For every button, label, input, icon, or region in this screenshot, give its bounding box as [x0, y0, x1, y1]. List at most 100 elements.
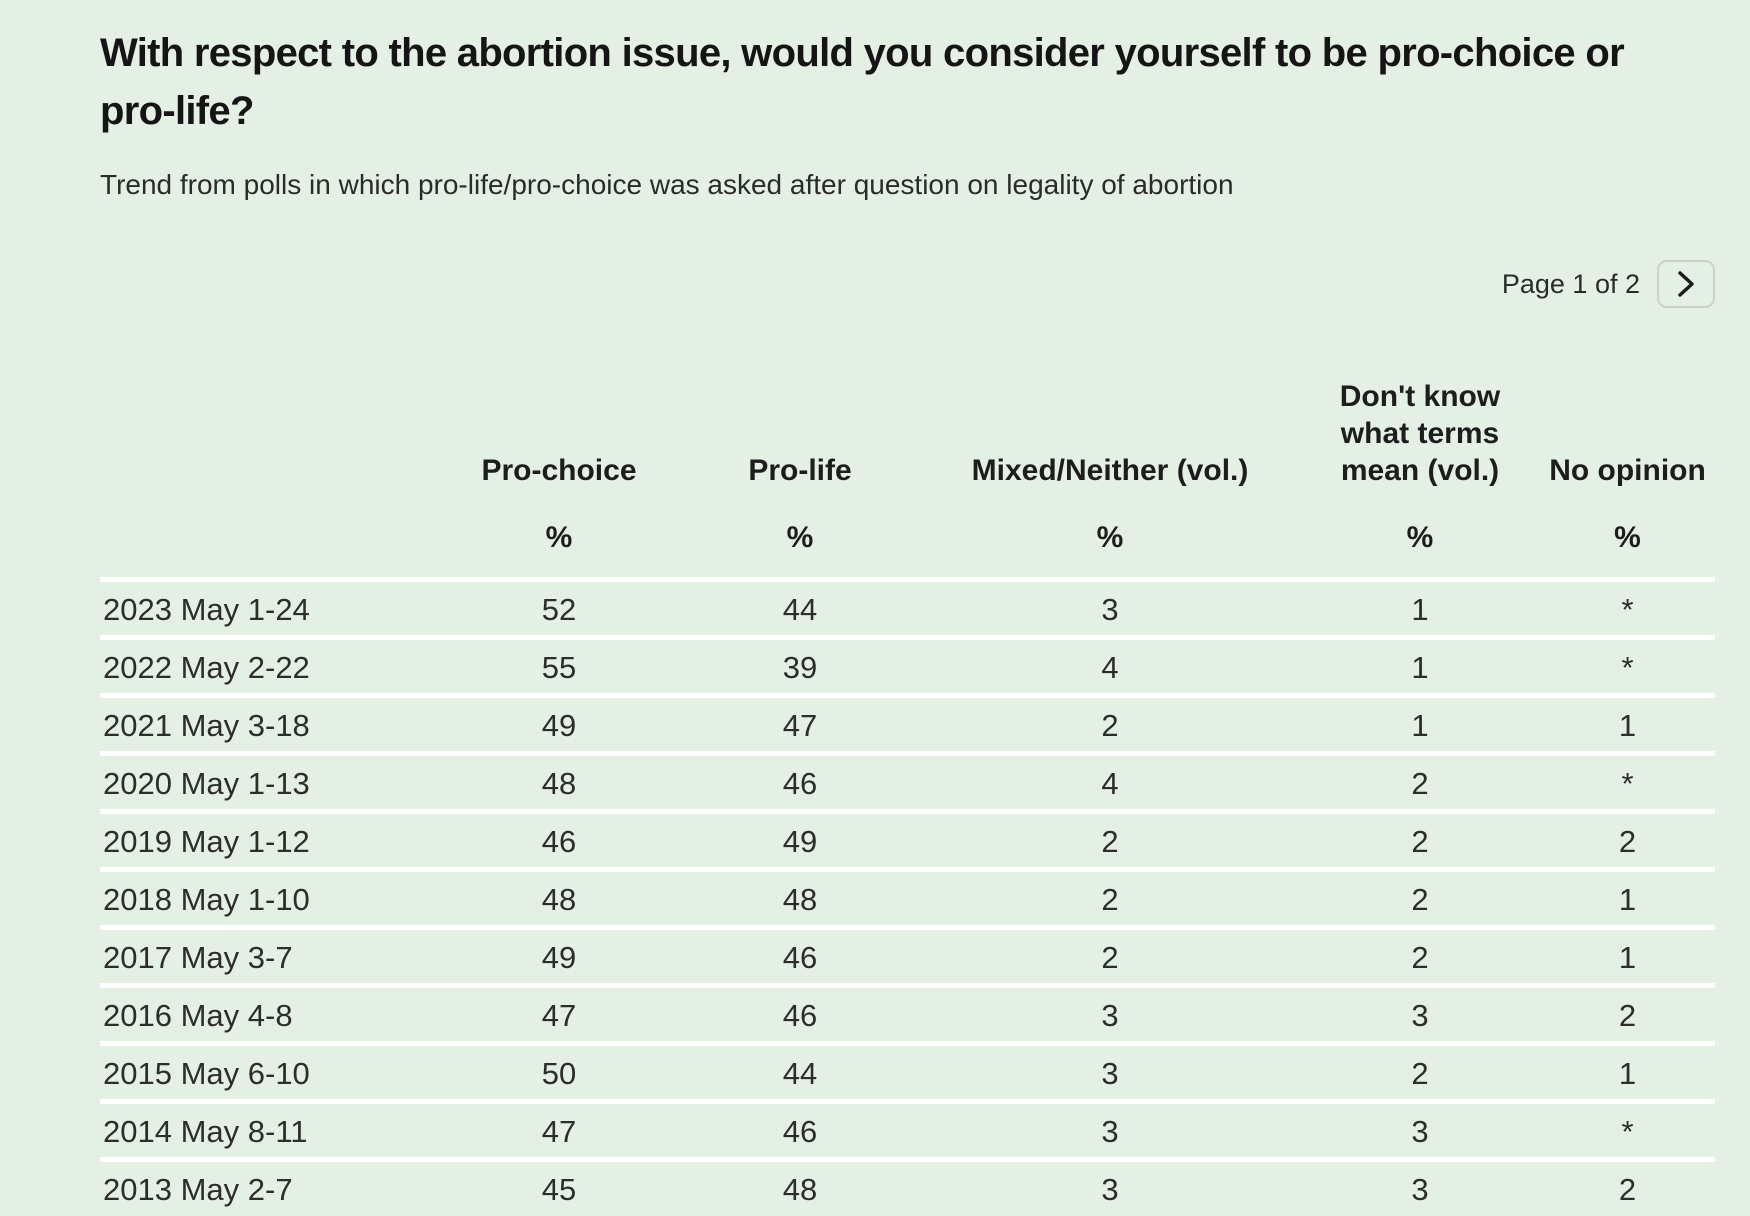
- value-cell: 47: [438, 1099, 680, 1160]
- value-cell: 3: [920, 577, 1300, 638]
- column-header-pro-life: Pro-life: [748, 454, 852, 487]
- units-row: % % % % %: [100, 489, 1715, 580]
- date-cell: 2019 May 1-12: [100, 809, 438, 870]
- column-header-pro-choice: Pro-choice: [481, 454, 637, 487]
- value-cell: 3: [920, 1041, 1300, 1102]
- value-cell: *: [1540, 751, 1715, 812]
- poll-table: Pro-choice Pro-life Mixed/Neither (vol.)…: [100, 378, 1715, 1215]
- table-row: 2022 May 2-22 55 39 4 1 *: [100, 635, 1715, 696]
- value-cell: 2: [1300, 867, 1540, 928]
- table-row: 2016 May 4-8 47 46 3 3 2: [100, 983, 1715, 1044]
- page-title: With respect to the abortion issue, woul…: [100, 31, 1625, 133]
- value-cell: 49: [438, 693, 680, 754]
- date-cell: 2018 May 1-10: [100, 867, 438, 928]
- value-cell: 46: [680, 1099, 920, 1160]
- table-row: 2013 May 2-7 45 48 3 3 2: [100, 1157, 1715, 1215]
- table-row: 2015 May 6-10 50 44 3 2 1: [100, 1041, 1715, 1102]
- value-cell: 3: [920, 1157, 1300, 1215]
- date-cell: 2015 May 6-10: [100, 1041, 438, 1102]
- value-cell: 2: [920, 809, 1300, 870]
- value-cell: 45: [438, 1157, 680, 1215]
- value-cell: 3: [1300, 983, 1540, 1044]
- date-cell: 2020 May 1-13: [100, 751, 438, 812]
- value-cell: 3: [1300, 1099, 1540, 1160]
- content-area: With respect to the abortion issue, woul…: [100, 24, 1715, 1215]
- value-cell: 1: [1300, 693, 1540, 754]
- value-cell: 1: [1540, 1041, 1715, 1102]
- value-cell: 1: [1540, 867, 1715, 928]
- value-cell: *: [1540, 577, 1715, 638]
- value-cell: 3: [920, 983, 1300, 1044]
- value-cell: 55: [438, 635, 680, 696]
- value-cell: 46: [680, 925, 920, 986]
- date-cell: 2017 May 3-7: [100, 925, 438, 986]
- value-cell: 50: [438, 1041, 680, 1102]
- date-cell: 2013 May 2-7: [100, 1157, 438, 1215]
- value-cell: 2: [1300, 925, 1540, 986]
- table-row: 2018 May 1-10 48 48 2 2 1: [100, 867, 1715, 928]
- value-cell: 2: [1300, 1041, 1540, 1102]
- value-cell: 46: [438, 809, 680, 870]
- value-cell: 1: [1300, 635, 1540, 696]
- column-header-dont-know: Don't know what terms mean (vol.): [1339, 380, 1501, 487]
- table-row: 2021 May 3-18 49 47 2 1 1: [100, 693, 1715, 754]
- value-cell: 1: [1540, 925, 1715, 986]
- value-cell: *: [1540, 1099, 1715, 1160]
- next-page-button[interactable]: [1657, 260, 1715, 308]
- value-cell: 46: [680, 983, 920, 1044]
- chevron-right-icon: [1677, 271, 1695, 297]
- date-cell: 2021 May 3-18: [100, 693, 438, 754]
- value-cell: 47: [438, 983, 680, 1044]
- value-cell: 2: [920, 925, 1300, 986]
- table-row: 2017 May 3-7 49 46 2 2 1: [100, 925, 1715, 986]
- value-cell: 3: [1300, 1157, 1540, 1215]
- value-cell: 52: [438, 577, 680, 638]
- value-cell: 49: [680, 809, 920, 870]
- value-cell: 2: [1300, 809, 1540, 870]
- table-row: 2019 May 1-12 46 49 2 2 2: [100, 809, 1715, 870]
- value-cell: 1: [1540, 693, 1715, 754]
- value-cell: 3: [920, 1099, 1300, 1160]
- value-cell: 44: [680, 577, 920, 638]
- page-indicator: Page 1 of 2: [1501, 268, 1640, 299]
- pagination: Page 1 of 2: [100, 260, 1715, 308]
- unit-cell: %: [1406, 521, 1434, 554]
- value-cell: 2: [1540, 1157, 1715, 1215]
- value-cell: 46: [680, 751, 920, 812]
- value-cell: 2: [1300, 751, 1540, 812]
- table-row: 2020 May 1-13 48 46 4 2 *: [100, 751, 1715, 812]
- value-cell: 4: [920, 635, 1300, 696]
- unit-cell: %: [1614, 521, 1641, 554]
- table-body: 2023 May 1-24 52 44 3 1 * 2022 May 2-22 …: [100, 577, 1715, 1215]
- value-cell: 44: [680, 1041, 920, 1102]
- unit-cell: %: [1096, 521, 1124, 554]
- page-subtitle: Trend from polls in which pro-life/pro-c…: [100, 169, 1234, 200]
- value-cell: 39: [680, 635, 920, 696]
- value-cell: *: [1540, 635, 1715, 696]
- value-cell: 48: [680, 1157, 920, 1215]
- value-cell: 1: [1300, 577, 1540, 638]
- value-cell: 49: [438, 925, 680, 986]
- value-cell: 2: [1540, 983, 1715, 1044]
- date-cell: 2022 May 2-22: [100, 635, 438, 696]
- value-cell: 48: [438, 751, 680, 812]
- date-cell: 2023 May 1-24: [100, 577, 438, 638]
- table-row: 2023 May 1-24 52 44 3 1 *: [100, 577, 1715, 638]
- table-header-row: Pro-choice Pro-life Mixed/Neither (vol.)…: [100, 378, 1715, 489]
- column-header-no-opinion: No opinion: [1549, 454, 1706, 487]
- date-cell: 2014 May 8-11: [100, 1099, 438, 1160]
- date-cell: 2016 May 4-8: [100, 983, 438, 1044]
- unit-cell: %: [786, 521, 814, 554]
- column-header-date: [100, 378, 438, 489]
- value-cell: 2: [920, 867, 1300, 928]
- value-cell: 48: [680, 867, 920, 928]
- unit-cell: %: [545, 521, 573, 554]
- table-row: 2014 May 8-11 47 46 3 3 *: [100, 1099, 1715, 1160]
- value-cell: 4: [920, 751, 1300, 812]
- value-cell: 2: [1540, 809, 1715, 870]
- value-cell: 47: [680, 693, 920, 754]
- value-cell: 48: [438, 867, 680, 928]
- unit-cell: [100, 489, 438, 580]
- column-header-mixed-neither: Mixed/Neither (vol.): [971, 454, 1249, 487]
